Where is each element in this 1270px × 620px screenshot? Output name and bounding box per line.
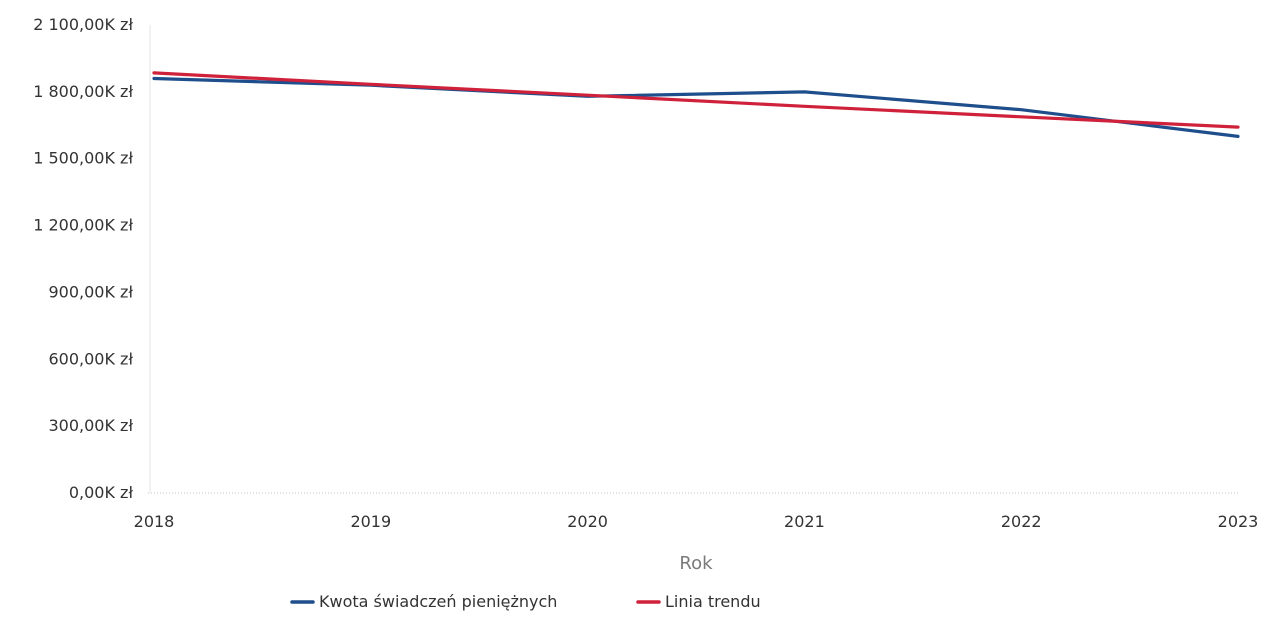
x-tick-label: 2018 — [134, 512, 175, 531]
series-line-kwota-swiadczen — [152, 76, 1240, 138]
x-tick-label: 2023 — [1218, 512, 1259, 531]
series-lines — [152, 71, 1240, 138]
x-tick-label: 2022 — [1001, 512, 1042, 531]
legend-label: Linia trendu — [665, 592, 761, 611]
x-tick-label: 2021 — [784, 512, 825, 531]
y-tick-label: 1 800,00K zł — [33, 82, 133, 101]
y-tick-label: 1 500,00K zł — [33, 149, 133, 168]
y-tick-label: 0,00K zł — [69, 483, 134, 502]
x-axis-ticks: 2018 2019 2020 2021 2022 2023 — [134, 512, 1259, 531]
y-tick-label: 1 200,00K zł — [33, 216, 133, 235]
x-tick-label: 2020 — [567, 512, 608, 531]
series-line-linia-trendu — [152, 71, 1240, 129]
legend-label: Kwota świadczeń pieniężnych — [319, 592, 557, 611]
x-axis-label: Rok — [679, 553, 713, 574]
x-tick-label: 2019 — [350, 512, 391, 531]
y-tick-label: 300,00K zł — [48, 416, 133, 435]
y-tick-label: 900,00K zł — [48, 282, 133, 301]
legend: Kwota świadczeń pieniężnych Linia trendu — [290, 592, 761, 611]
y-axis-ticks: 0,00K zł 300,00K zł 600,00K zł 900,00K zł 1 … — [33, 15, 133, 502]
y-tick-label: 2 100,00K zł — [33, 15, 133, 34]
y-tick-label: 600,00K zł — [48, 349, 133, 368]
axes — [148, 25, 1240, 494]
